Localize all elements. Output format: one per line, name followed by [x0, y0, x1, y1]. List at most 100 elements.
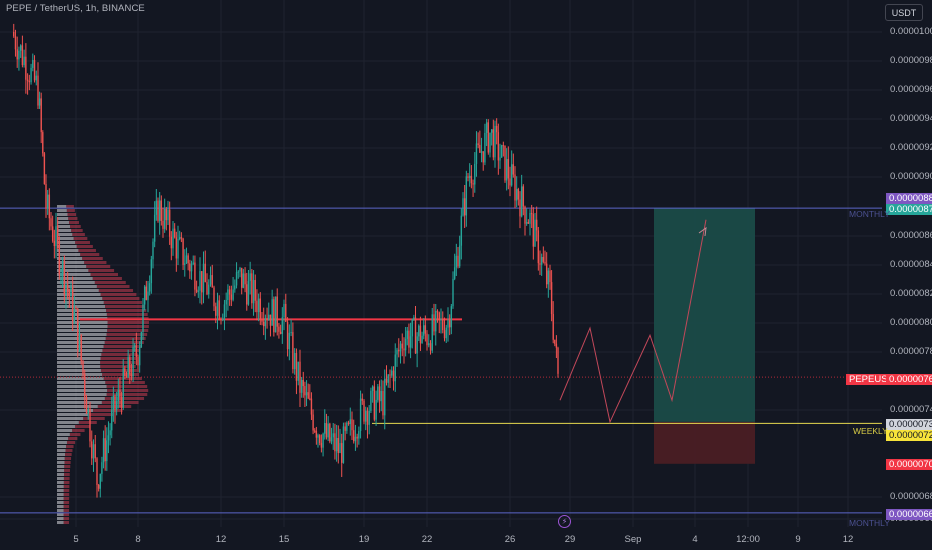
candle-body: [152, 241, 154, 260]
volume-profile-bar: [102, 349, 140, 352]
volume-profile-bar: [64, 473, 70, 476]
candle-body: [470, 175, 473, 184]
candle-body: [547, 270, 550, 285]
candle-body: [155, 200, 158, 215]
monthly-bottom-label: MONTHLY: [849, 518, 890, 528]
candle-body: [468, 175, 471, 178]
volume-profile-bar: [104, 341, 144, 344]
candle-body: [472, 183, 474, 185]
volume-profile-bar: [70, 225, 81, 228]
candle-body: [96, 458, 98, 485]
candle-body: [158, 200, 161, 221]
candle-body: [380, 391, 382, 402]
candle-body: [404, 338, 407, 351]
time-tick-label: 5: [73, 534, 79, 545]
volume-profile-bar: [57, 397, 105, 400]
candle-body: [293, 352, 296, 370]
volume-profile-bar: [75, 241, 90, 244]
candle-body: [92, 444, 95, 459]
volume-profile-bar: [104, 397, 145, 400]
candle-body: [209, 275, 212, 285]
volume-profile-bar: [57, 361, 101, 364]
candle-body: [510, 164, 513, 186]
volume-profile-bar: [83, 417, 105, 420]
candle-body: [204, 263, 206, 283]
candle-body: [539, 263, 541, 265]
candle-body: [269, 314, 272, 326]
candle-body: [443, 330, 446, 339]
volume-profile-bar: [57, 253, 81, 256]
candle-body: [281, 317, 284, 334]
volume-profile-bar: [103, 345, 142, 348]
price-tick-label: 0.00000920: [890, 142, 932, 153]
volume-profile-bar: [57, 205, 67, 208]
volume-profile-bar: [57, 333, 107, 336]
volume-profile-bar: [57, 433, 70, 436]
candle-body: [495, 125, 498, 133]
candle-body: [104, 438, 106, 462]
candle-body: [23, 56, 25, 66]
lightning-icon[interactable]: ⚡: [558, 515, 571, 528]
price-tick-label: 0.00000900: [890, 171, 932, 182]
candle-body: [365, 410, 367, 422]
candle-body: [244, 273, 246, 285]
volume-profile-bar: [57, 373, 103, 376]
candle-body: [351, 419, 353, 431]
volume-profile-bar: [57, 493, 64, 496]
volume-profile-bar: [57, 473, 65, 476]
candle-body: [70, 286, 72, 297]
candle-body: [341, 443, 343, 463]
time-tick-label: 22: [421, 534, 433, 545]
volume-profile-bar: [57, 425, 76, 428]
volume-profile-bar: [106, 393, 148, 396]
candle-body: [440, 318, 442, 321]
volume-profile-bar: [78, 249, 96, 252]
currency-button[interactable]: USDT: [885, 4, 923, 21]
candle-body: [45, 184, 47, 209]
volume-profile-bar: [102, 373, 140, 376]
volume-profile-bar: [57, 449, 66, 452]
candle-body: [514, 174, 516, 201]
candle-body: [285, 303, 287, 322]
time-tick-label: 12:00: [736, 534, 760, 545]
candle-body: [554, 339, 556, 344]
price-tick-label: 0.00000980: [890, 55, 932, 66]
volume-profile-bar: [57, 281, 95, 284]
candle-body: [51, 226, 54, 241]
candle-body: [534, 219, 536, 247]
candle-body: [418, 325, 420, 337]
candle-body: [99, 473, 101, 489]
volume-profile-bar: [57, 293, 101, 296]
volume-profile-bar: [63, 505, 70, 508]
candle-body: [84, 374, 86, 398]
volume-profile-bar: [57, 297, 103, 300]
monthly-low-badge: 0.00000667: [886, 509, 932, 520]
candle-body: [242, 273, 245, 288]
candle-body: [347, 422, 350, 425]
candle-body: [460, 215, 463, 246]
candle-body: [247, 281, 250, 305]
volume-profile-bar: [88, 413, 114, 416]
candle-body: [423, 325, 425, 336]
candle-body: [286, 321, 289, 350]
candle-body: [206, 282, 208, 295]
candle-body: [35, 75, 37, 81]
price-tick-label: 0.00001000: [890, 26, 932, 37]
candle-body: [274, 296, 277, 333]
volume-profile-bar: [57, 469, 65, 472]
volume-profile-bar: [100, 361, 136, 364]
volume-profile-bar: [107, 329, 149, 332]
candle-body: [80, 334, 82, 361]
price-tick-label: 0.00000940: [890, 113, 932, 124]
candle-body: [279, 331, 282, 334]
candle-body: [197, 290, 200, 292]
candle-body: [305, 392, 308, 396]
candle-body: [304, 386, 306, 396]
candle-body: [482, 151, 484, 163]
candle-body: [310, 398, 313, 415]
weekly-level-badge: 0.00000729: [886, 430, 932, 441]
candle-body: [192, 262, 194, 264]
